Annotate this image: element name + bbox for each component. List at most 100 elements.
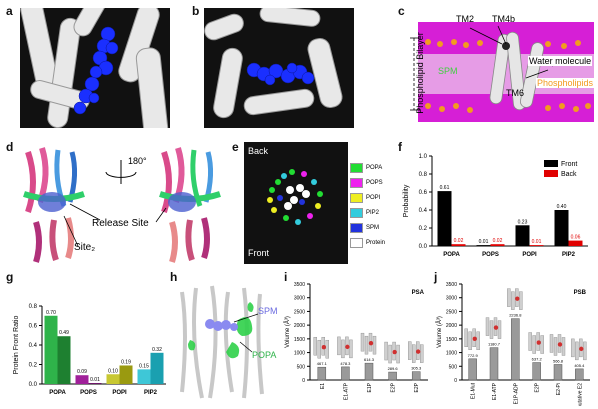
bar xyxy=(411,371,421,381)
label-back: Back xyxy=(248,146,269,156)
label-water-molecule: Water molecule xyxy=(528,56,593,66)
y-tick-label: 500 xyxy=(297,364,306,370)
panel-label-c: c xyxy=(398,4,405,18)
y-tick-label: 0.2 xyxy=(29,363,38,369)
bar xyxy=(511,318,520,381)
thumbnail-helix xyxy=(497,320,502,339)
data-label: 305.3 xyxy=(411,366,422,371)
data-label: 614.3 xyxy=(364,357,375,362)
data-label: 0.02 xyxy=(454,238,464,244)
bar xyxy=(106,374,120,384)
y-tick-label: 1.0 xyxy=(419,154,428,160)
data-label: 467.1 xyxy=(317,361,328,366)
data-label: 0.32 xyxy=(152,347,162,353)
thumbnail-helix xyxy=(553,337,558,356)
bar xyxy=(364,362,374,381)
legend-label: POPI xyxy=(366,194,381,201)
label-spm: SPM xyxy=(438,66,458,76)
x-tick-label: E2P xyxy=(535,382,541,392)
thumbnail-pocket xyxy=(515,296,520,301)
structure-thumbnail xyxy=(407,341,424,363)
x-tick-label: E2P xyxy=(391,382,397,392)
bar xyxy=(532,362,541,381)
x-tick-label: E2P xyxy=(414,382,420,392)
legend-item: Protein xyxy=(350,235,390,250)
x-tick-label: E2-Pi xyxy=(556,383,562,395)
thumbnail-helix xyxy=(519,291,523,310)
panel-label-b: b xyxy=(192,4,200,18)
y-tick-label: 1500 xyxy=(446,337,457,343)
panel-label-d: d xyxy=(6,140,14,154)
bar xyxy=(575,368,584,381)
thumbnail-helix xyxy=(360,332,365,352)
thumbnail-helix xyxy=(364,335,369,355)
data-label: 0.49 xyxy=(59,330,69,336)
y-tick-label: 2500 xyxy=(446,309,457,315)
bar xyxy=(317,366,327,381)
data-label: 405.4 xyxy=(574,363,585,368)
y-axis-label: Protein Front Ratio xyxy=(13,316,20,375)
y-tick-label: 3000 xyxy=(446,296,457,302)
legend-swatch xyxy=(350,222,363,233)
bar xyxy=(137,369,151,384)
bar-back xyxy=(529,245,544,246)
structure-thumbnail xyxy=(485,317,502,339)
structure-thumbnail xyxy=(528,332,544,354)
legend-label: SPM xyxy=(366,224,380,231)
structure-thumbnail xyxy=(549,334,566,356)
label-phospholipids: Phospholipids xyxy=(536,78,594,88)
thumbnail-helix xyxy=(583,341,587,361)
data-label: 0.10 xyxy=(108,368,118,374)
bar xyxy=(57,336,71,384)
protein-surface-render xyxy=(180,285,264,399)
y-tick-label: 3000 xyxy=(294,296,305,302)
chart-i-psa-volume: 0 500 1000 1500 2000 2500 3000 3500 Volume (Å³) P… xyxy=(284,282,428,400)
y-tick-label: 3500 xyxy=(294,282,305,288)
legend-label: Protein xyxy=(366,239,386,246)
thumbnail-helix xyxy=(325,339,329,359)
data-label: 478.3 xyxy=(340,361,351,366)
data-label: 1180.7 xyxy=(488,342,501,347)
label-tm2: TM2 xyxy=(456,14,474,24)
bar-back xyxy=(490,244,505,246)
thumbnail-helix xyxy=(372,335,377,355)
bar xyxy=(388,371,397,381)
panel-b-structure xyxy=(204,8,354,128)
x-tick-label: E1-ATP xyxy=(343,382,349,400)
bar xyxy=(119,365,133,384)
x-tick-label: E1-ATP xyxy=(492,382,498,400)
x-tick-label: putative E2 xyxy=(577,383,583,406)
data-label: 0.09 xyxy=(77,369,87,375)
legend-label: Back xyxy=(561,171,577,178)
panel-e-legend: POPA POPS POPI PIP2 SPM Protein xyxy=(350,160,390,260)
label-tm6: TM6 xyxy=(506,88,524,98)
x-tick-label: PIP2 xyxy=(562,252,576,258)
thumbnail-helix xyxy=(407,341,412,360)
structure-thumbnail xyxy=(571,338,587,361)
bar xyxy=(44,315,58,384)
label-phospholipid-bilayer: Phospholipid Bilayer xyxy=(415,32,425,114)
thumbnail-helix xyxy=(411,344,416,363)
x-tick-label: E1-Mut xyxy=(471,382,477,399)
chart-g-front-ratio: 0.0 0.2 0.4 0.6 0.8 Protein Front Ratio 0.70 0.… xyxy=(13,304,166,396)
thumbnail-pocket xyxy=(472,336,477,342)
bar-front xyxy=(437,191,452,246)
legend-swatch xyxy=(544,170,558,177)
y-tick-label: 2000 xyxy=(446,323,457,329)
label-h-spm: SPM xyxy=(258,306,278,316)
bar xyxy=(468,358,477,381)
thumbnail-helix xyxy=(575,341,579,361)
label-h-popa: POPA xyxy=(252,350,277,360)
thumbnail-helix xyxy=(464,328,468,348)
data-label: 0.02 xyxy=(493,238,503,244)
y-tick-label: 0.0 xyxy=(419,244,428,250)
structure-thumbnail xyxy=(337,336,353,359)
y-tick-label: 0 xyxy=(454,378,457,384)
data-label: 289.6 xyxy=(388,366,399,371)
thumbnail-pocket xyxy=(392,349,397,355)
data-label: 637.2 xyxy=(532,357,543,362)
data-label: 0.01 xyxy=(532,239,542,245)
y-tick-label: 500 xyxy=(449,364,458,370)
thumbnail-pocket xyxy=(368,340,374,346)
panel-label-i: i xyxy=(284,270,288,284)
